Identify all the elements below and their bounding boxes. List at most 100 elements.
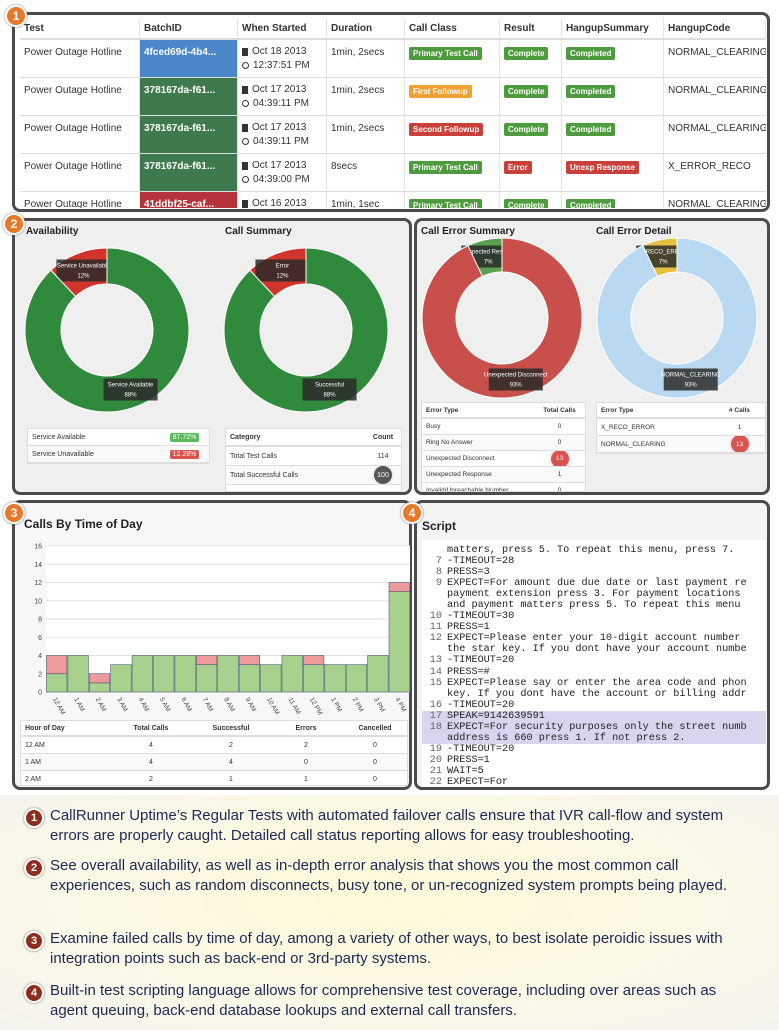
chart-title: Call Error Detail — [596, 226, 672, 237]
slice-label-box — [56, 259, 111, 282]
status-label: Completed — [566, 85, 616, 98]
status-label: Completed — [566, 199, 616, 208]
table-value: 114 — [363, 447, 401, 466]
start-time: 04:39:11 PM — [253, 136, 309, 147]
slice-label-box — [663, 368, 718, 391]
script-text: PRESS=3 — [447, 567, 490, 579]
script-line: 8 PRESS=3 — [422, 567, 766, 578]
bar-segment — [238, 655, 260, 665]
caption-text: CallRunner Uptime’s Regular Tests with a… — [50, 807, 724, 844]
duration: 8secs — [327, 154, 405, 192]
bar-segment — [88, 682, 111, 693]
step-badge: 1 — [5, 5, 27, 27]
script-text: WAIT=5 — [447, 765, 484, 777]
hangup-code: NORMAL_CLEARING — [664, 116, 766, 154]
bar-segment — [324, 664, 346, 693]
script-line: 20 PRESS=1 — [422, 755, 766, 766]
hangup-code: NORMAL_CLEARING — [664, 40, 766, 78]
column-header: BatchID — [140, 18, 238, 40]
status-label: First Followup — [409, 85, 472, 98]
column-header: # Calls — [712, 403, 765, 419]
call-class: Primary Test Call — [405, 40, 500, 78]
caption-text: Built-in test scripting language allows … — [50, 982, 717, 1019]
batch-id: 378167da-f61... — [140, 78, 238, 116]
x-tick-label: 9 AM — [244, 697, 257, 713]
table-value: 0 — [532, 419, 585, 435]
date-line: Oct 17 2013 — [242, 122, 306, 133]
status-label: Completed — [566, 47, 616, 60]
start-time: 12:37:51 PM — [253, 60, 310, 71]
step-badge: 3 — [24, 931, 44, 951]
x-tick-label: 10 AM — [265, 697, 280, 716]
time-line: 04:39:00 PM — [242, 174, 310, 185]
x-tick-label: 4 AM — [137, 697, 150, 713]
script-line: 9 EXPECT=For amount due due date or last … — [422, 578, 766, 589]
x-tick-label: 12 AM — [51, 697, 66, 716]
time-line: 04:39:11 PM — [242, 136, 309, 147]
line-number: 9 — [435, 578, 442, 590]
script-text: -TIMEOUT=28 — [447, 556, 515, 568]
status-label: Complete — [504, 199, 549, 208]
column-header: Duration — [327, 18, 405, 40]
start-time: 04:39:00 PM — [253, 174, 310, 185]
slice-value-label: 7% — [484, 260, 493, 266]
line-gutter — [422, 589, 447, 600]
bar-segment — [388, 582, 410, 592]
script-line: 7 -TIMEOUT=28 — [422, 556, 766, 567]
column-header: Errors — [271, 721, 341, 737]
date-line: Oct 17 2013 — [242, 160, 306, 171]
script-line: 22 EXPECT=For — [422, 777, 766, 786]
column-header: Error Type — [422, 403, 532, 419]
chart-title: Availability — [26, 226, 79, 237]
script-text: PRESS=1 — [447, 754, 490, 766]
bar-segment — [238, 664, 260, 693]
hangup-summary: Completed — [562, 116, 664, 154]
bar-segment — [303, 664, 325, 693]
bar-segment — [260, 664, 282, 693]
step-badge: 2 — [24, 858, 44, 878]
batch-id: 378167da-f61... — [140, 154, 238, 192]
donut-slice — [596, 237, 758, 399]
status-label: Primary Test Call — [409, 199, 482, 208]
column-header: Cancelled — [341, 721, 407, 737]
duration: 1min, 2secs — [327, 78, 405, 116]
table-label: Total Test Calls — [226, 447, 363, 466]
column-header: Count — [363, 429, 401, 447]
donut-slice — [24, 247, 190, 413]
test-name: Power Outage Hotline — [20, 40, 140, 78]
bar-segment — [388, 591, 410, 693]
calendar-icon — [242, 161, 248, 170]
script-line: payment extension press 3. For payment l… — [422, 589, 766, 600]
y-tick-label: 14 — [34, 562, 42, 569]
test-name: Power Outage Hotline — [20, 192, 140, 208]
line-number: 11 — [429, 622, 442, 634]
calendar-icon — [242, 123, 248, 132]
table-value: 1 — [532, 467, 585, 483]
script-line: 11 PRESS=1 — [422, 622, 766, 633]
script-text: PRESS=1 — [447, 622, 490, 634]
clock-icon — [242, 100, 249, 107]
line-gutter — [422, 545, 447, 556]
script-text: -TIMEOUT=20 — [447, 699, 515, 711]
slice-label: Successful — [315, 383, 344, 389]
table-value: 4 — [111, 754, 191, 771]
slice-label-box — [103, 378, 158, 401]
hangup-summary: Completed — [562, 78, 664, 116]
slice-label: Service Unavailable — [57, 263, 111, 269]
donut-slice — [223, 247, 389, 413]
date-line: Oct 16 2013 — [242, 198, 306, 208]
column-header: Error Type — [597, 403, 712, 419]
bar-segment — [281, 655, 303, 693]
table-value: 4 — [191, 754, 271, 771]
slice-value-label: 93% — [510, 382, 523, 388]
y-tick-label: 2 — [38, 671, 42, 678]
script-line: 18 EXPECT=For security purposes only the … — [422, 721, 766, 733]
value-badge: 87.72% — [169, 432, 200, 442]
table-value: 1 — [191, 771, 271, 785]
script-line: 17 SPEAK=9142639591 — [422, 710, 766, 722]
script-title: Script — [422, 519, 456, 533]
count-badge: 100 — [374, 466, 392, 484]
x-tick-label: 12 PM — [308, 697, 323, 717]
date-line: Oct 17 2013 — [242, 84, 306, 95]
